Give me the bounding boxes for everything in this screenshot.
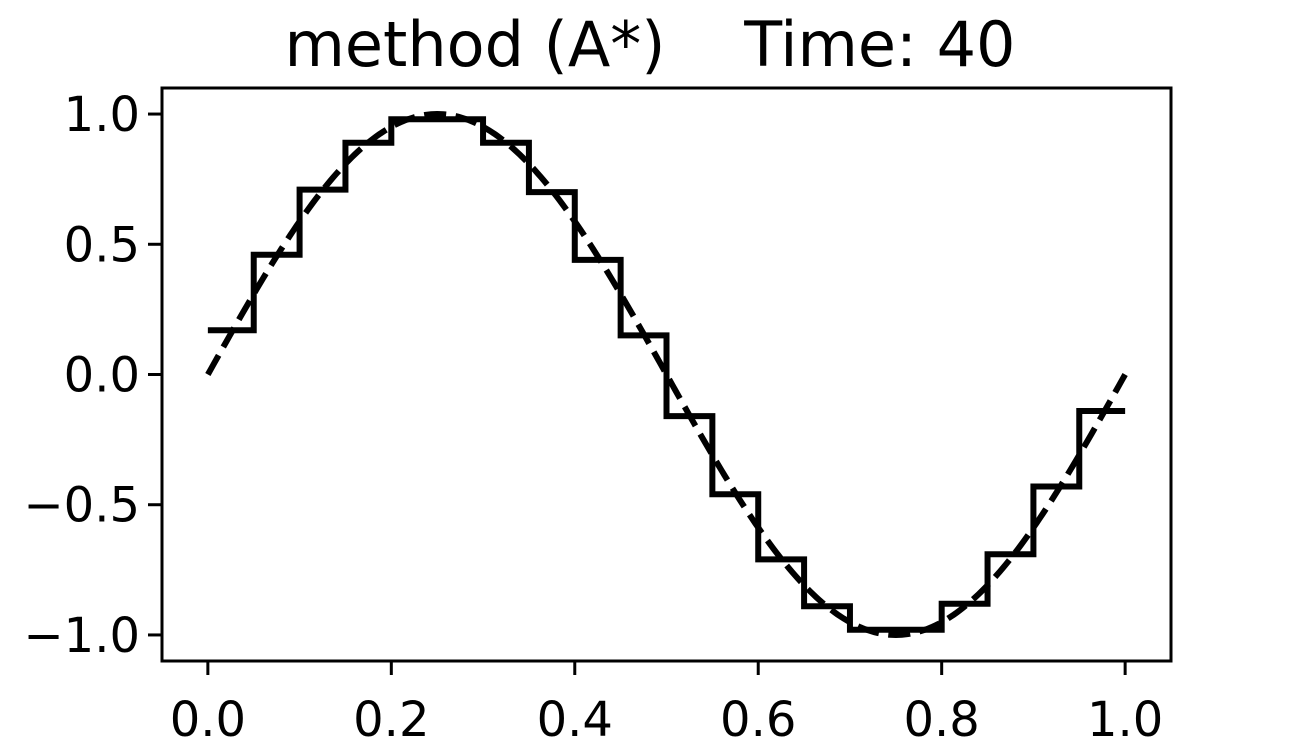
x-tick-label: 0.2	[353, 692, 429, 744]
x-tick-label: 0.0	[170, 692, 246, 744]
axes: 0.0 0.2 0.4 0.6 0.8 1.0 1.0 0.5 0.0 −0.5 −1.0	[23, 86, 1173, 744]
y-tick-label: 1.0	[64, 87, 140, 143]
chart-title: method (A*) Time: 40	[285, 8, 1016, 81]
y-tick-label: −0.5	[23, 478, 140, 534]
y-tick-label: 0.5	[64, 217, 140, 273]
x-tick-label: 0.4	[537, 692, 613, 744]
x-tick-label: 1.0	[1087, 692, 1163, 744]
y-tick-label: 0.0	[64, 348, 140, 404]
x-tick-label: 0.6	[720, 692, 796, 744]
y-tick-label: −1.0	[23, 608, 140, 664]
plot-area	[205, 111, 1128, 638]
sine-reference-line	[205, 111, 1128, 638]
step-series-line	[207, 116, 1126, 633]
x-tick-label: 0.8	[904, 692, 980, 744]
